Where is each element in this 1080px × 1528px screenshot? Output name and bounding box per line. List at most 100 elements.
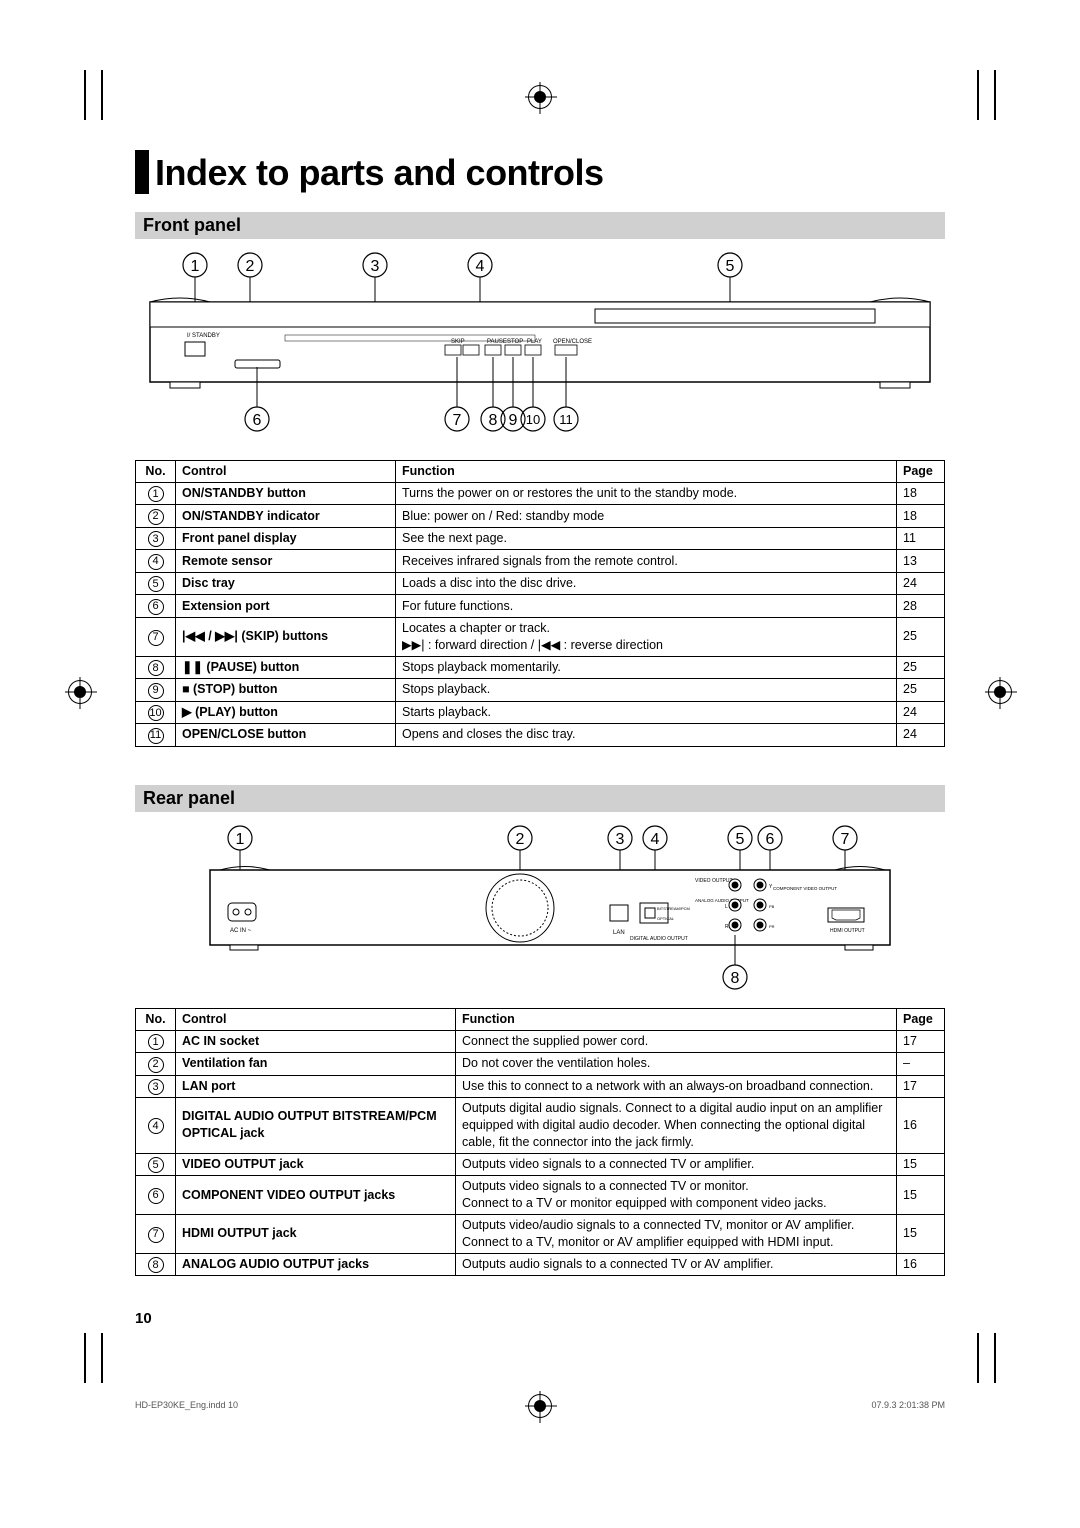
row-function: Blue: power on / Red: standby mode	[396, 505, 897, 528]
row-page: 18	[897, 505, 945, 528]
svg-text:4: 4	[651, 831, 660, 848]
row-function: Connect the supplied power cord.	[456, 1030, 897, 1053]
row-number: 4	[136, 1098, 176, 1154]
row-number: 7	[136, 1214, 176, 1253]
svg-text:ANALOG AUDIO OUTPUT: ANALOG AUDIO OUTPUT	[695, 898, 749, 903]
row-number: 3	[136, 527, 176, 550]
crop-mark	[994, 1333, 996, 1383]
col-no: No.	[136, 1008, 176, 1030]
table-row: 3LAN portUse this to connect to a networ…	[136, 1075, 945, 1098]
title-bar: Index to parts and controls	[135, 150, 945, 194]
table-row: 6Extension portFor future functions.28	[136, 595, 945, 618]
row-function: Outputs video signals to a connected TV …	[456, 1176, 897, 1215]
row-page: 18	[897, 482, 945, 505]
svg-text:OPEN/CLOSE: OPEN/CLOSE	[553, 339, 592, 345]
registration-mark	[528, 85, 552, 109]
row-page: 13	[897, 550, 945, 573]
row-control: ■ (STOP) button	[176, 679, 396, 702]
row-number: 8	[136, 1253, 176, 1276]
row-control: ANALOG AUDIO OUTPUT jacks	[176, 1253, 456, 1276]
row-control: OPEN/CLOSE button	[176, 724, 396, 747]
table-row: 7|◀◀ / ▶▶| (SKIP) buttonsLocates a chapt…	[136, 617, 945, 656]
callout-1: 1	[191, 258, 200, 275]
table-row: 7HDMI OUTPUT jackOutputs video/audio sig…	[136, 1214, 945, 1253]
row-number: 1	[136, 482, 176, 505]
svg-text:PAUSE: PAUSE	[487, 339, 507, 345]
table-row: 3Front panel displaySee the next page.11	[136, 527, 945, 550]
svg-text:8: 8	[489, 412, 498, 429]
col-no: No.	[136, 461, 176, 483]
svg-text:AC IN ~: AC IN ~	[230, 928, 252, 934]
crop-mark	[101, 70, 103, 120]
front-panel-table: No. Control Function Page 1ON/STANDBY bu…	[135, 460, 945, 747]
row-control: Ventilation fan	[176, 1053, 456, 1076]
row-number: 4	[136, 550, 176, 573]
svg-text:L: L	[725, 904, 728, 910]
svg-text:4: 4	[476, 258, 485, 275]
row-control: Extension port	[176, 595, 396, 618]
svg-text:3: 3	[616, 831, 625, 848]
svg-text:HDMI OUTPUT: HDMI OUTPUT	[830, 928, 865, 934]
table-row: 1AC IN socketConnect the supplied power …	[136, 1030, 945, 1053]
row-function: Use this to connect to a network with an…	[456, 1075, 897, 1098]
svg-text:5: 5	[736, 831, 745, 848]
row-page: 11	[897, 527, 945, 550]
svg-text:DIGITAL AUDIO OUTPUT: DIGITAL AUDIO OUTPUT	[630, 936, 688, 942]
table-row: 1ON/STANDBY buttonTurns the power on or …	[136, 482, 945, 505]
svg-text:9: 9	[509, 412, 518, 429]
col-page: Page	[897, 1008, 945, 1030]
row-control: |◀◀ / ▶▶| (SKIP) buttons	[176, 617, 396, 656]
row-control: Disc tray	[176, 572, 396, 595]
svg-text:PR: PR	[769, 924, 775, 929]
row-control: ▶ (PLAY) button	[176, 701, 396, 724]
svg-text:SKIP: SKIP	[451, 339, 465, 345]
row-function: Outputs video signals to a connected TV …	[456, 1153, 897, 1176]
row-function: Do not cover the ventilation holes.	[456, 1053, 897, 1076]
svg-text:6: 6	[253, 412, 262, 429]
crop-mark	[101, 1333, 103, 1383]
svg-text:10: 10	[526, 412, 540, 427]
table-row: 11OPEN/CLOSE buttonOpens and closes the …	[136, 724, 945, 747]
row-number: 8	[136, 656, 176, 679]
svg-text:PLAY: PLAY	[527, 339, 542, 345]
col-page: Page	[897, 461, 945, 483]
row-page: –	[897, 1053, 945, 1076]
svg-text:R: R	[725, 924, 729, 930]
page-title: Index to parts and controls	[155, 152, 604, 194]
row-control: Front panel display	[176, 527, 396, 550]
svg-text:2: 2	[246, 258, 255, 275]
row-page: 15	[897, 1153, 945, 1176]
row-control: LAN port	[176, 1075, 456, 1098]
row-page: 17	[897, 1030, 945, 1053]
footer-filename: HD-EP30KE_Eng.indd 10	[135, 1400, 238, 1410]
row-number: 6	[136, 595, 176, 618]
row-function: See the next page.	[396, 527, 897, 550]
row-number: 5	[136, 572, 176, 595]
row-function: Turns the power on or restores the unit …	[396, 482, 897, 505]
crop-mark	[977, 70, 979, 120]
row-page: 28	[897, 595, 945, 618]
row-page: 25	[897, 679, 945, 702]
table-row: 4Remote sensorReceives infrared signals …	[136, 550, 945, 573]
row-number: 2	[136, 505, 176, 528]
table-row: 5VIDEO OUTPUT jackOutputs video signals …	[136, 1153, 945, 1176]
table-row: 5Disc trayLoads a disc into the disc dri…	[136, 572, 945, 595]
row-control: ON/STANDBY button	[176, 482, 396, 505]
registration-mark	[528, 1394, 552, 1418]
row-function: For future functions.	[396, 595, 897, 618]
svg-text:8: 8	[731, 970, 740, 987]
col-function: Function	[456, 1008, 897, 1030]
footer-timestamp: 07.9.3 2:01:38 PM	[871, 1400, 945, 1410]
standby-label: I/ STANDBY	[187, 333, 220, 339]
row-control: COMPONENT VIDEO OUTPUT jacks	[176, 1176, 456, 1215]
svg-text:6: 6	[766, 831, 775, 848]
row-function: Outputs video/audio signals to a connect…	[456, 1214, 897, 1253]
page-content: Index to parts and controls Front panel …	[135, 150, 945, 1276]
svg-text:5: 5	[726, 258, 735, 275]
table-row: 6COMPONENT VIDEO OUTPUT jacksOutputs vid…	[136, 1176, 945, 1215]
crop-mark	[977, 1333, 979, 1383]
row-number: 3	[136, 1075, 176, 1098]
registration-mark	[988, 680, 1012, 704]
svg-text:7: 7	[453, 412, 462, 429]
row-page: 24	[897, 572, 945, 595]
